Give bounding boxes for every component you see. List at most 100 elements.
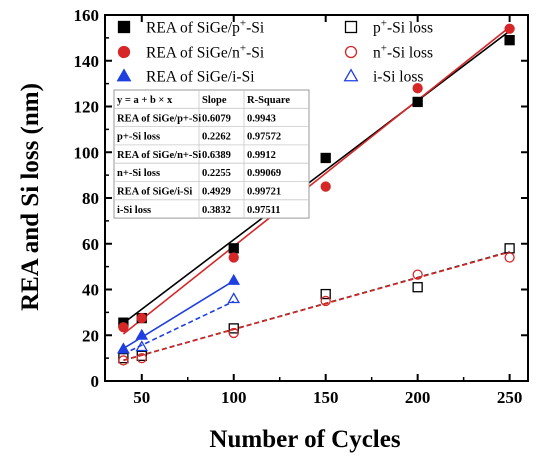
legend-marker-loss_p [344,20,358,34]
data-point-loss_n [504,252,515,263]
legend-label-tail: -Si loss [387,20,433,37]
data-point-rea_n [412,83,423,94]
data-point-rea_n [320,181,331,192]
fit-table-cell: n+-Si loss [117,168,160,179]
y-tick-label: 0 [91,372,100,391]
y-tick-label: 20 [82,326,99,345]
fit-table-cell: 0.6079 [202,113,231,124]
legend-label-main: REA of SiGe/n [146,45,240,62]
legend-marker-rea_i [116,68,132,82]
data-point-rea_p [320,152,331,164]
legend-marker-rea_n [117,45,131,59]
fit-table-cell: REA of SiGe/i-Si [117,187,192,198]
fit-table-cell: i-Si loss [117,205,151,216]
fit-line-loss_n [123,251,510,362]
fit-table-header: y = a + b × x [117,95,173,106]
data-point-loss_n [136,352,147,364]
legend-label-tail: -Si [246,45,265,62]
fit-table-border [113,89,310,219]
fit-table-cell: 0.3832 [202,205,231,216]
y-tick-label: 60 [82,235,99,254]
legend-label-main: p [373,20,381,37]
data-point-rea_i [117,342,130,354]
fit-table-cell: 0.2255 [202,168,231,179]
data-point-rea_i [227,273,241,285]
legend-label-superscript: + [381,18,387,30]
data-point-rea_n [228,252,239,263]
data-markers [117,23,515,366]
legend-label-main: REA of SiGe/p [146,20,240,37]
legend-label-rea_i: REA of SiGe/i-Si [146,69,255,86]
legend-label-main: n [373,45,381,62]
y-tick-label: 100 [74,143,100,162]
data-point-rea_p [412,96,423,108]
data-point-loss_i [117,342,130,354]
fit-table-cell: 0.9943 [247,113,276,124]
data-point-rea_p [228,243,239,254]
fit-table-header: R-Square [247,95,290,106]
fit-table-header: Slope [202,95,227,106]
fit-line-rea_p [122,30,511,324]
fit-table-cell: 0.97572 [247,132,281,143]
x-tick-label: 50 [133,388,150,407]
data-point-rea_n [504,23,515,34]
data-point-loss_p [504,243,515,254]
legend-label-main: REA of SiGe/i-Si [146,69,255,86]
fit-table-cell: REA of SiGe/p+-Si [117,113,201,124]
legend-label-superscript: + [240,43,246,55]
fit-table-cell: 0.97511 [247,205,281,216]
data-point-loss_n [412,269,423,280]
data-point-loss_p [320,288,331,300]
legend-marker-loss_n [344,45,358,59]
fit-table-cell: 0.2262 [202,132,231,143]
legend-label-loss_n: n+-Si loss [373,43,433,62]
fit-lines [122,26,511,362]
data-point-rea_n [118,322,129,333]
legend-label-rea_n: REA of SiGe/n+-Si [146,43,265,62]
fit-table-cell: 0.9912 [247,150,276,161]
data-point-loss_n [118,355,129,366]
x-tick-label: 250 [497,388,523,407]
data-point-loss_i [227,292,241,304]
data-point-rea_p [504,35,515,46]
y-tick-label: 80 [82,189,99,208]
data-point-loss_p [412,282,423,293]
fit-table-cell: 0.99721 [247,187,281,198]
fit-table-cell: 0.6389 [202,150,231,161]
x-axis-title: Number of Cycles [209,426,400,453]
y-tick-label: 120 [74,98,100,117]
legend-marker-rea_p [117,20,131,34]
legend-label-rea_p: REA of SiGe/p+-Si [146,18,265,37]
data-point-rea_i [135,328,149,340]
legend-label-loss_p: p+-Si loss [373,18,433,37]
legend-label-superscript: + [381,43,387,55]
data-point-loss_i [135,340,149,352]
legend-label-main: i-Si loss [373,69,423,86]
legend-label-tail: -Si loss [387,45,433,62]
fit-table-cell: p+-Si loss [117,132,160,143]
data-point-rea_n [136,312,147,324]
data-point-loss_p [228,323,239,334]
fit-table-cell: 0.4929 [202,187,231,198]
legend-label-tail: -Si [246,20,265,37]
fit-line-rea_n [122,26,511,335]
data-point-loss_n [228,327,239,339]
legend-label-superscript: + [240,18,246,30]
axes: 50 100 150 200 250 0 20 40 60 80 100 120 140 160 [74,6,529,407]
legend-label-loss_i: i-Si loss [373,69,423,86]
y-tick-label: 140 [74,52,100,71]
legend-marker-loss_i [343,68,359,82]
fit-table: y = a + b × x Slope R-Square REA of SiGe/p+… [113,89,310,219]
fit-table-cell: REA of SiGe/n+-Si [117,150,201,161]
data-point-loss_n [320,295,331,307]
fit-table-cell: 0.99069 [247,168,281,179]
y-tick-label: 40 [82,281,99,300]
x-tick-label: 200 [405,388,431,407]
x-tick-label: 100 [221,388,247,407]
x-tick-label: 150 [313,388,339,407]
y-axis-title: REA and Si loss (nm) [17,83,44,311]
fit-line-loss_i [123,300,235,355]
y-tick-label: 160 [74,6,100,25]
